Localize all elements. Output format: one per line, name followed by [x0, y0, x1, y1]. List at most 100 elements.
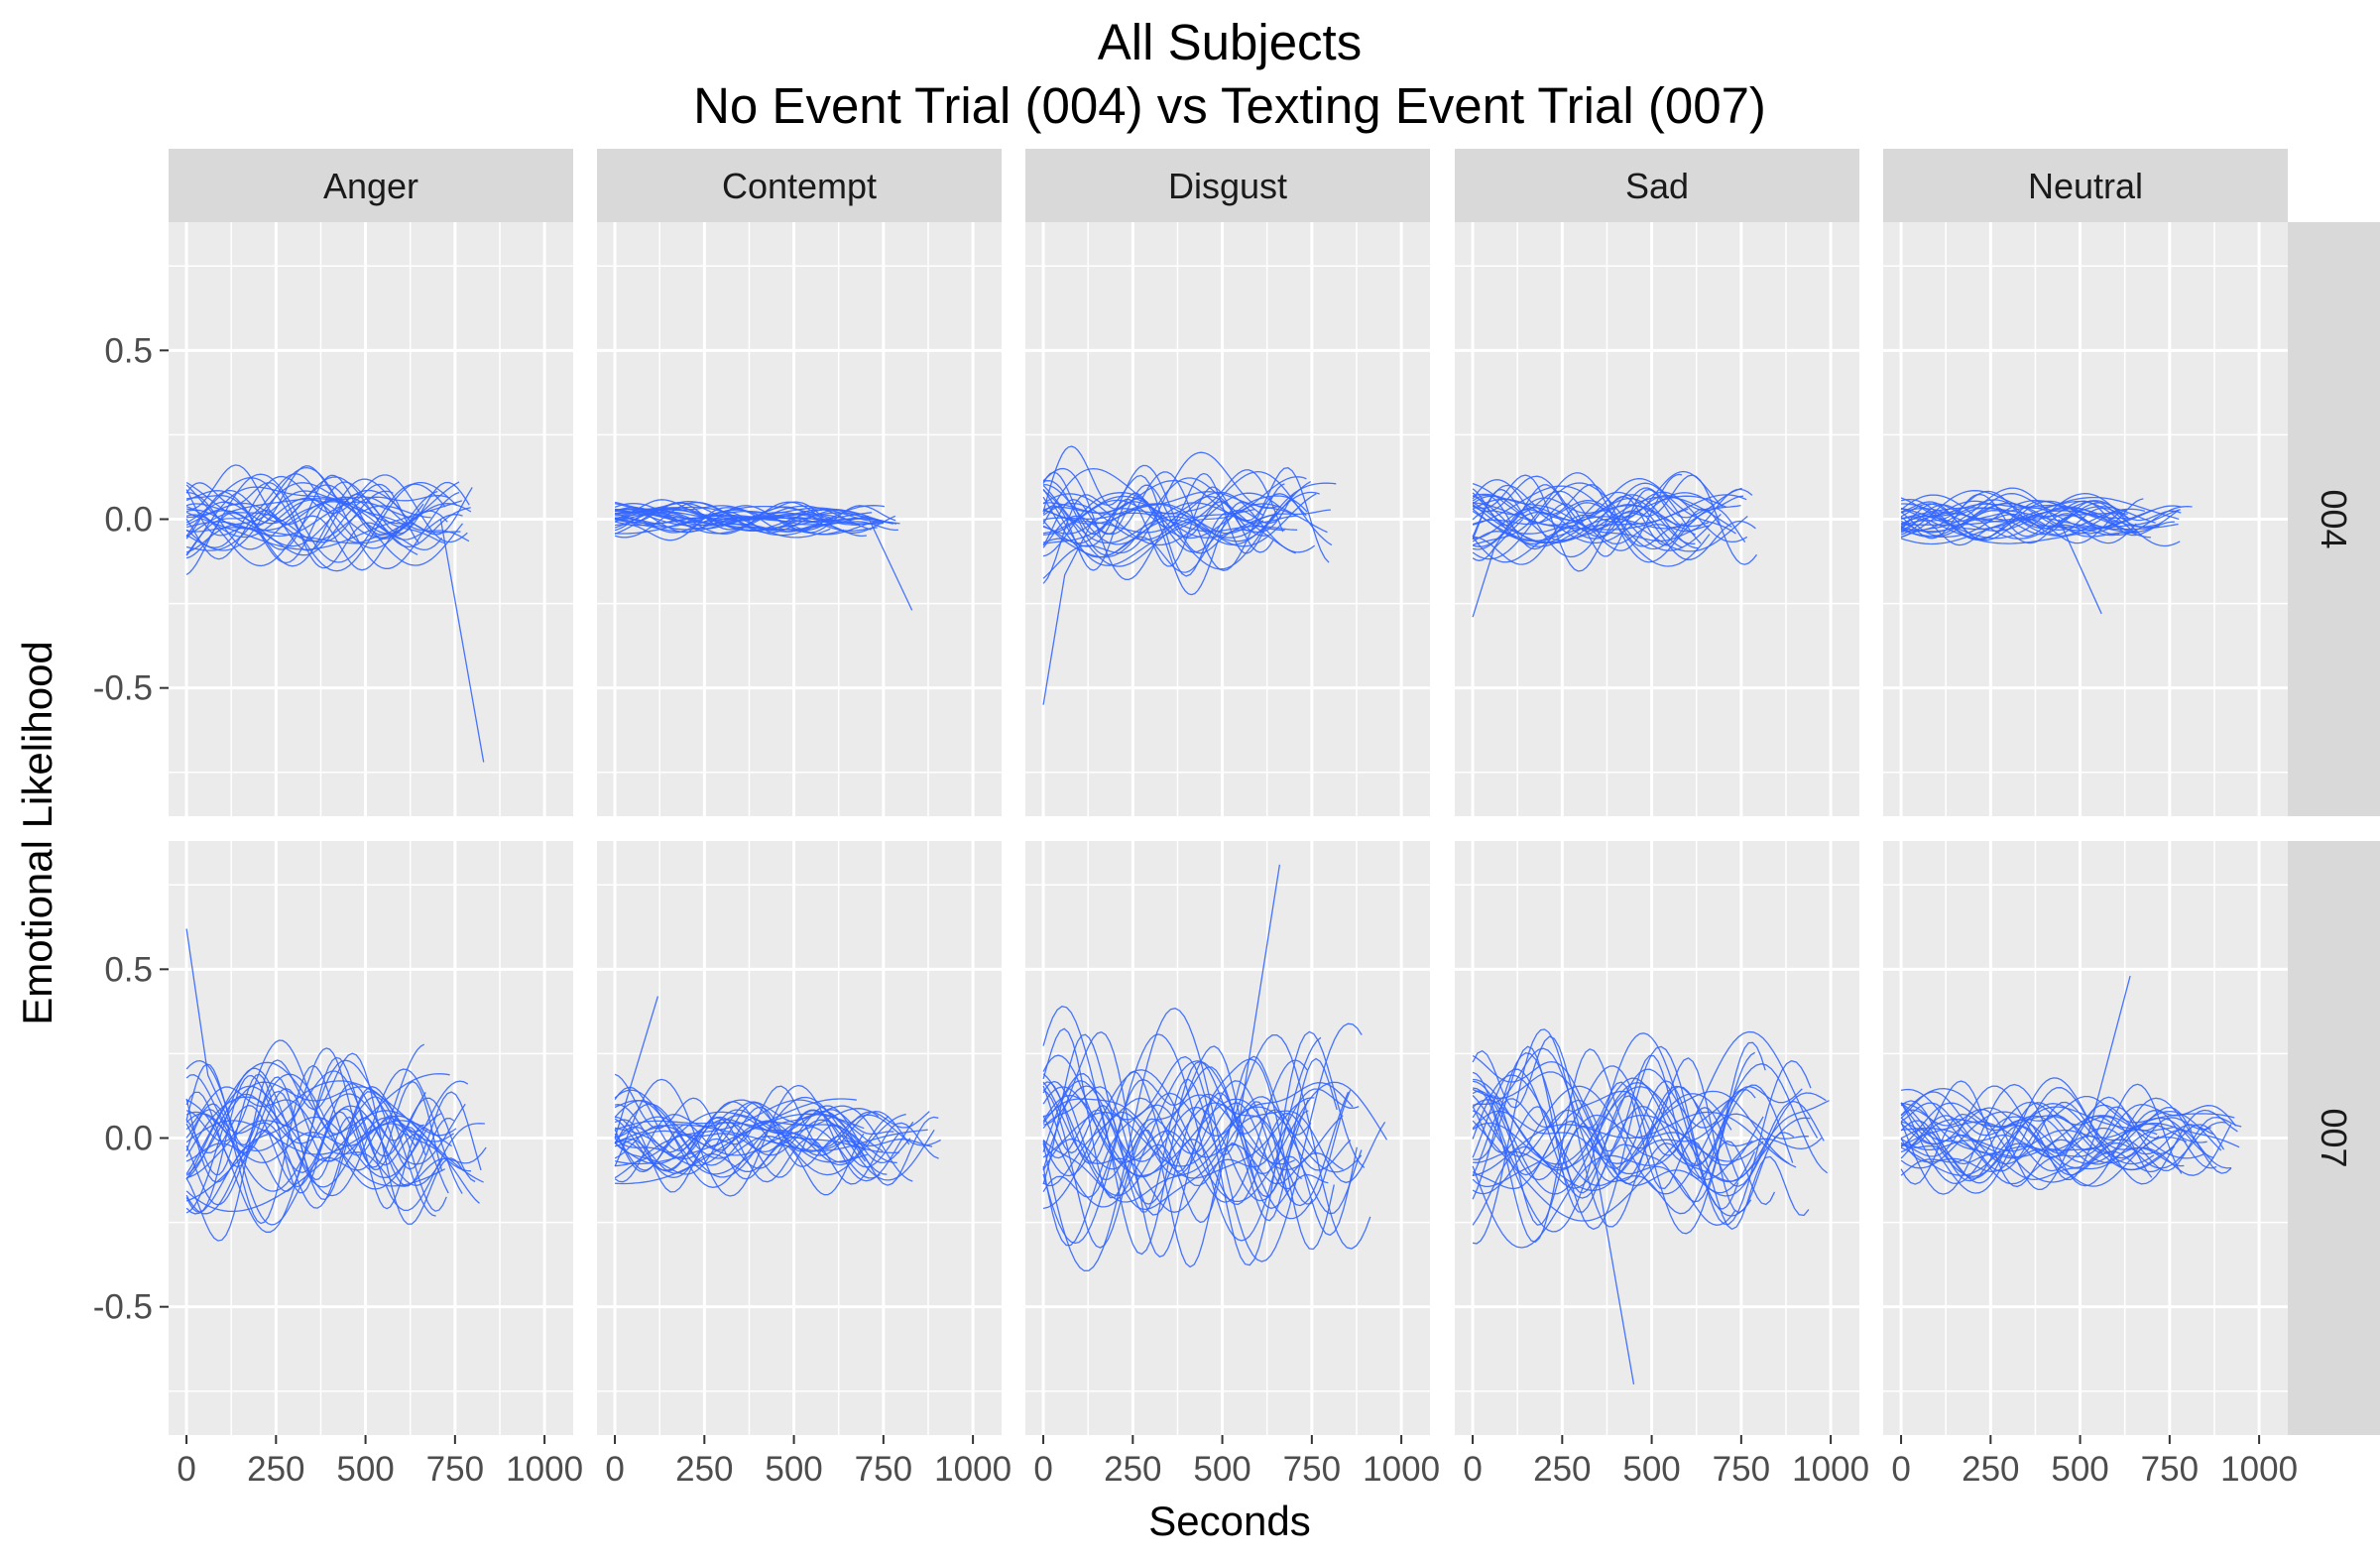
series-line	[615, 509, 873, 530]
series-line	[614, 1085, 939, 1193]
series-line	[1900, 508, 2153, 544]
series-line	[1900, 1102, 2237, 1185]
series-line	[1042, 1033, 1312, 1224]
panel-neutral-004	[1883, 222, 2288, 816]
series-line	[1472, 1090, 1764, 1181]
series-line	[1472, 484, 1721, 546]
strip-disgust-bg	[1025, 149, 1430, 222]
x-tick-label: 500	[1622, 1450, 1680, 1489]
x-tick-label: 250	[1533, 1450, 1591, 1489]
series-line-extreme	[1472, 519, 1524, 618]
series-line	[614, 501, 885, 537]
strip-row-004-bg	[2288, 222, 2380, 816]
series-line	[614, 1109, 888, 1179]
series-line	[185, 1093, 466, 1192]
x-tick-label: 0	[605, 1450, 624, 1489]
x-tick-label: 1000	[1792, 1450, 1869, 1489]
series-line	[1043, 495, 1277, 539]
series-line	[1472, 485, 1711, 567]
series-line-extreme	[2058, 519, 2102, 615]
strip-neutral-bg	[1883, 149, 2288, 222]
series-line	[1900, 1102, 2153, 1184]
series-line	[1472, 1047, 1803, 1215]
series-line	[185, 1068, 463, 1197]
series-line	[1042, 464, 1294, 554]
series-line	[185, 477, 458, 572]
series-line	[614, 1119, 933, 1159]
x-tick-label: 500	[765, 1450, 822, 1489]
series-line	[1900, 500, 2151, 539]
series-line	[614, 1100, 913, 1188]
strip-label-anger: Anger	[323, 166, 418, 206]
strip-label-neutral: Neutral	[2028, 166, 2143, 206]
series-line	[1900, 1077, 2162, 1194]
series-line	[1900, 503, 2129, 520]
series-line	[185, 1059, 480, 1233]
series-line	[1472, 484, 1697, 561]
series-line	[1472, 487, 1746, 550]
x-tick-label: 1000	[2220, 1450, 2298, 1489]
panel-anger-007	[169, 841, 573, 1435]
series-line	[1042, 1080, 1309, 1202]
series-line	[615, 499, 867, 538]
series-line	[1042, 1066, 1363, 1215]
series-line-extreme	[1042, 519, 1095, 705]
y-tick-label: 0.0	[104, 1120, 153, 1158]
series-line	[1472, 495, 1727, 543]
strip-row-007-bg	[2288, 841, 2380, 1435]
x-axis-title: Seconds	[1148, 1498, 1310, 1544]
x-tick-label: 750	[426, 1450, 484, 1489]
series-line	[185, 1090, 482, 1201]
series-line	[1042, 492, 1282, 546]
series-line	[1042, 1070, 1309, 1198]
series-line	[1900, 1103, 2155, 1177]
series-line	[614, 507, 893, 533]
series-line	[186, 502, 431, 542]
series-line	[1473, 470, 1724, 565]
chart-title-line2: No Event Trial (004) vs Texting Event Tr…	[693, 77, 1766, 134]
series-line	[1042, 508, 1255, 534]
series-line	[1042, 479, 1298, 524]
x-tick-label: 0	[1033, 1450, 1052, 1489]
panel-disgust-004	[1025, 222, 1430, 816]
series-line-extreme	[185, 928, 238, 1139]
x-tick-label: 500	[336, 1450, 394, 1489]
series-line	[1042, 1030, 1366, 1266]
series-line	[1900, 1087, 2232, 1176]
series-line	[185, 1074, 442, 1209]
series-line	[1901, 1102, 2177, 1181]
y-tick-label: 0.5	[104, 331, 153, 370]
y-tick-label: -0.5	[93, 1288, 153, 1327]
series-line	[1042, 1069, 1388, 1210]
series-line	[185, 1052, 464, 1242]
series-line	[614, 505, 827, 534]
series-line	[1042, 1086, 1303, 1180]
series-line-extreme	[868, 519, 913, 611]
series-line	[185, 1073, 443, 1194]
strip-sad-bg	[1455, 149, 1859, 222]
series-line	[185, 498, 418, 555]
series-line	[1472, 1080, 1755, 1195]
strip-label-sad: Sad	[1625, 166, 1689, 206]
series-line	[1472, 479, 1702, 558]
series-line	[185, 1073, 450, 1213]
series-line	[1472, 474, 1758, 572]
series-line	[1042, 1054, 1308, 1203]
series-line	[185, 499, 412, 533]
series-line	[185, 1081, 416, 1176]
x-tick-label: 750	[1283, 1450, 1341, 1489]
series-line	[614, 1102, 866, 1173]
series-line	[614, 1101, 881, 1179]
strip-label-disgust: Disgust	[1168, 166, 1287, 206]
series-line	[615, 510, 852, 527]
x-tick-label: 1000	[934, 1450, 1012, 1489]
series-line	[185, 1080, 469, 1179]
series-line	[1042, 491, 1328, 545]
series-line	[185, 490, 438, 549]
series-line	[1042, 471, 1307, 571]
series-line	[614, 1078, 914, 1197]
series-line	[185, 481, 470, 560]
strip-row-label-007: 007	[2314, 1108, 2354, 1167]
series-line	[1472, 482, 1722, 560]
x-tick-label: 500	[2051, 1450, 2108, 1489]
